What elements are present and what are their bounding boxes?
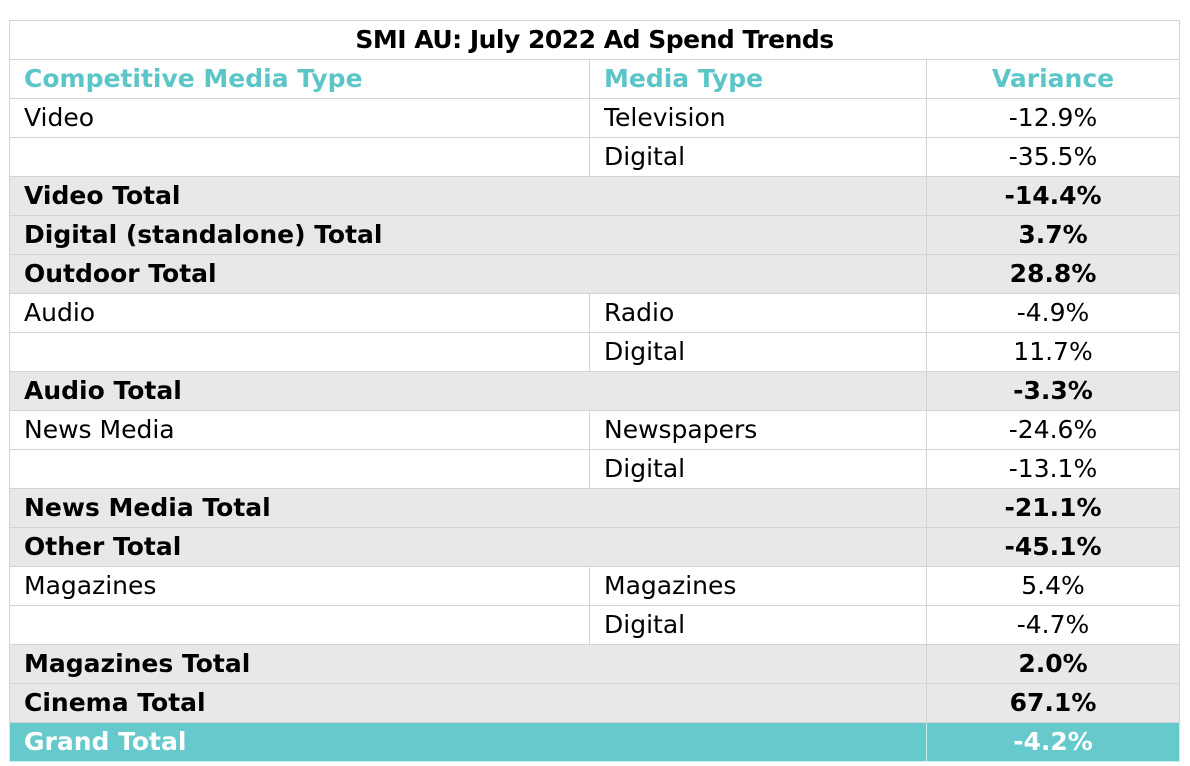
media-type-cell: Digital xyxy=(589,137,927,177)
grand-total-label: Grand Total xyxy=(9,722,927,762)
media-type-cell: Radio xyxy=(589,293,927,333)
total-variance: 3.7% xyxy=(925,215,1181,255)
total-variance: 2.0% xyxy=(925,644,1181,684)
competitive-media-type-cell: Magazines xyxy=(9,566,590,606)
competitive-media-type-cell xyxy=(9,605,590,645)
total-variance: -14.4% xyxy=(925,176,1181,216)
table-row: Audio Radio -4.9% xyxy=(9,293,1181,333)
column-header-media-type: Media Type xyxy=(589,59,927,99)
variance-cell: 11.7% xyxy=(925,332,1181,372)
media-type-cell: Newspapers xyxy=(589,410,927,450)
total-label: Outdoor Total xyxy=(9,254,927,294)
grand-total-variance: -4.2% xyxy=(925,722,1181,762)
competitive-media-type-cell xyxy=(9,137,590,177)
grand-total-row: Grand Total -4.2% xyxy=(9,722,1181,762)
competitive-media-type-cell: Video xyxy=(9,98,590,138)
competitive-media-type-cell xyxy=(9,449,590,489)
competitive-media-type-cell: News Media xyxy=(9,410,590,450)
media-type-cell: Digital xyxy=(589,605,927,645)
total-row: Magazines Total 2.0% xyxy=(9,644,1181,684)
total-label: Magazines Total xyxy=(9,644,927,684)
total-row: Outdoor Total 28.8% xyxy=(9,254,1181,294)
variance-cell: -4.7% xyxy=(925,605,1181,645)
variance-cell: -24.6% xyxy=(925,410,1181,450)
total-label: News Media Total xyxy=(9,488,927,528)
competitive-media-type-cell xyxy=(9,332,590,372)
media-type-cell: Television xyxy=(589,98,927,138)
table-row: Digital -35.5% xyxy=(9,137,1181,177)
media-type-cell: Digital xyxy=(589,449,927,489)
title-row: SMI AU: July 2022 Ad Spend Trends xyxy=(8,20,1181,60)
variance-cell: -4.9% xyxy=(925,293,1181,333)
table-row: Magazines Magazines 5.4% xyxy=(9,566,1181,606)
media-type-cell: Digital xyxy=(589,332,927,372)
total-label: Video Total xyxy=(9,176,927,216)
variance-cell: -12.9% xyxy=(925,98,1181,138)
total-label: Cinema Total xyxy=(9,683,927,723)
total-row: Digital (standalone) Total 3.7% xyxy=(9,215,1181,255)
table-row: Video Television -12.9% xyxy=(9,98,1181,138)
variance-cell: 5.4% xyxy=(925,566,1181,606)
total-variance: 67.1% xyxy=(925,683,1181,723)
total-variance: -45.1% xyxy=(925,527,1181,567)
total-row: Audio Total -3.3% xyxy=(9,371,1181,411)
column-header-variance: Variance xyxy=(925,59,1181,99)
total-row: Other Total -45.1% xyxy=(9,527,1181,567)
table-title: SMI AU: July 2022 Ad Spend Trends xyxy=(8,20,1181,60)
media-type-cell: Magazines xyxy=(589,566,927,606)
table-row: News Media Newspapers -24.6% xyxy=(9,410,1181,450)
total-row: Cinema Total 67.1% xyxy=(9,683,1181,723)
variance-cell: -13.1% xyxy=(925,449,1181,489)
table-row: Digital -13.1% xyxy=(9,449,1181,489)
competitive-media-type-cell: Audio xyxy=(9,293,590,333)
header-row: Competitive Media Type Media Type Varian… xyxy=(9,59,1181,99)
total-row: Video Total -14.4% xyxy=(9,176,1181,216)
total-variance: -21.1% xyxy=(925,488,1181,528)
total-variance: 28.8% xyxy=(925,254,1181,294)
total-label: Digital (standalone) Total xyxy=(9,215,927,255)
total-label: Audio Total xyxy=(9,371,927,411)
column-header-competitive-media-type: Competitive Media Type xyxy=(9,59,590,99)
ad-spend-table: SMI AU: July 2022 Ad Spend Trends Compet… xyxy=(8,20,1181,762)
total-variance: -3.3% xyxy=(925,371,1181,411)
total-row: News Media Total -21.1% xyxy=(9,488,1181,528)
total-label: Other Total xyxy=(9,527,927,567)
table-row: Digital 11.7% xyxy=(9,332,1181,372)
variance-cell: -35.5% xyxy=(925,137,1181,177)
table-row: Digital -4.7% xyxy=(9,605,1181,645)
